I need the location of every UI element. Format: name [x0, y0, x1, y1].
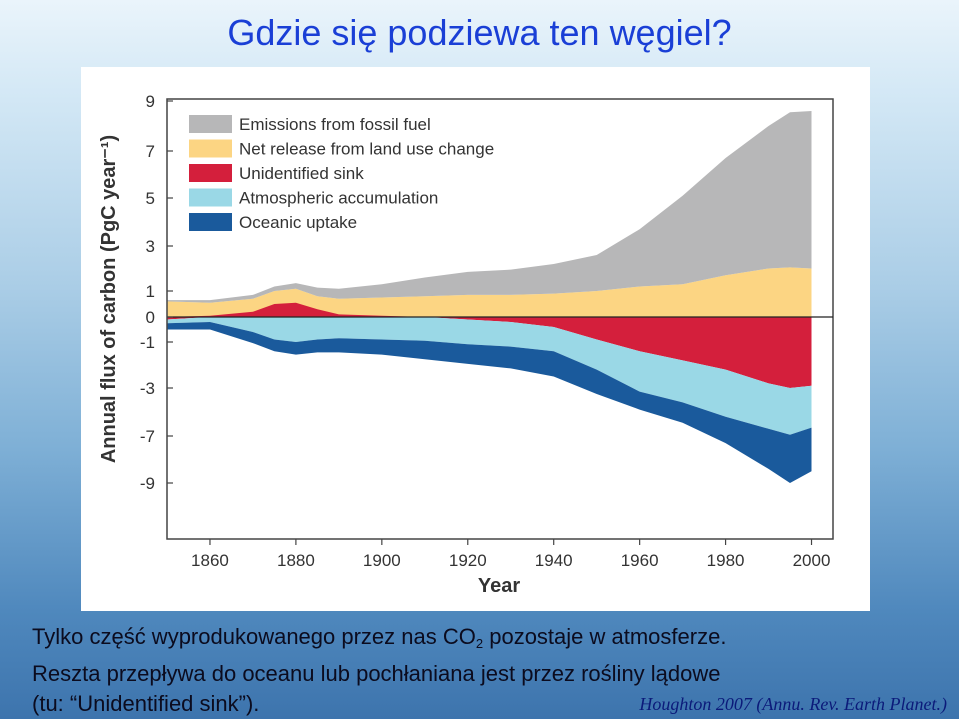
- y-tick-label: -7: [140, 427, 155, 446]
- y-tick-label: 0: [146, 308, 155, 327]
- y-tick-label: 9: [146, 92, 155, 111]
- y-tick-label: 3: [146, 237, 155, 256]
- caption-line-1: Tylko część wyprodukowanego przez nas CO…: [32, 624, 727, 651]
- x-axis-label: Year: [478, 575, 520, 597]
- y-axis-label: Annual flux of carbon (PgC year⁻¹): [98, 135, 120, 463]
- x-tick-label: 1900: [363, 551, 401, 570]
- chart-legend: Emissions from fossil fuel Net release fr…: [189, 115, 494, 232]
- chart-panel: 9 7 5 3 1 0 -1 -3 -7 -9 1860 1880 1900 1920 1940 1960 19…: [81, 67, 870, 611]
- y-tick-label: 5: [146, 189, 155, 208]
- oceanic-uptakearea: [167, 322, 812, 483]
- caption-line-3: (tu: “Unidentified sink”).: [32, 691, 260, 716]
- x-tick-label: 1960: [621, 551, 659, 570]
- atmospheric-accumulationarea: [167, 317, 812, 435]
- y-tick-label: -1: [140, 333, 155, 352]
- y-tick-label: 1: [146, 282, 155, 301]
- x-tick-label: 1860: [191, 551, 229, 570]
- legend-label: Net release from land use change: [239, 140, 494, 159]
- emissions-from-fossil-fuelarea: [167, 111, 812, 303]
- slide-title: Gdzie się podziewa ten węgiel?: [227, 12, 732, 53]
- plot-frame: [166, 98, 834, 540]
- chart-areas: [167, 111, 812, 483]
- legend-swatch: [189, 213, 232, 231]
- caption-line-2: Reszta przepływa do oceanu lub pochłania…: [32, 661, 721, 686]
- x-tick-label: 1880: [277, 551, 315, 570]
- legend-swatch: [189, 139, 232, 158]
- sink-positive-area: [167, 302, 812, 317]
- caption-co2-subscript: 2: [475, 636, 484, 651]
- legend-label: Oceanic uptake: [239, 213, 357, 232]
- legend-label: Atmospheric accumulation: [239, 189, 438, 208]
- x-tick-label: 1920: [449, 551, 487, 570]
- carbon-flux-chart: 9 7 5 3 1 0 -1 -3 -7 -9 1860 1880 1900 1920 1940 1960 19…: [98, 92, 834, 597]
- caption-line-1-text: Tylko część wyprodukowanego przez nas CO: [32, 624, 476, 649]
- chart-ticks: 9 7 5 3 1 0 -1 -3 -7 -9 1860 1880 1900 1920 1940 1960 19…: [140, 92, 831, 570]
- y-tick-label: -3: [140, 379, 155, 398]
- sink-negative-area: [167, 317, 812, 388]
- caption-line-1-end: pozostaje w atmosferze.: [483, 624, 727, 649]
- legend-label: Unidentified sink: [239, 164, 364, 183]
- x-tick-label: 1980: [707, 551, 745, 570]
- y-tick-label: 7: [146, 142, 155, 161]
- legend-label: Emissions from fossil fuel: [239, 115, 431, 134]
- x-tick-label: 1940: [535, 551, 573, 570]
- legend-swatch: [189, 115, 232, 133]
- net-release-from-land-use-changearea: [167, 267, 812, 317]
- legend-swatch: [189, 188, 232, 207]
- chart-axes: [166, 98, 834, 540]
- x-tick-label: 2000: [793, 551, 831, 570]
- legend-swatch: [189, 164, 232, 182]
- citation: Houghton 2007 (Annu. Rev. Earth Planet.): [639, 694, 947, 714]
- y-tick-label: -9: [140, 474, 155, 493]
